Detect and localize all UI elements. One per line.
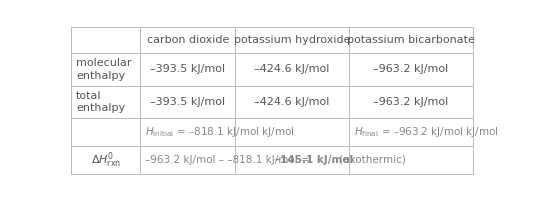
Text: molecular
enthalpy: molecular enthalpy xyxy=(76,58,131,81)
Bar xyxy=(140,86,235,118)
Text: $H_{\rm initial}$ = –818.1 kJ/mol kJ/mol: $H_{\rm initial}$ = –818.1 kJ/mol kJ/mol xyxy=(146,125,295,139)
Bar xyxy=(71,53,140,86)
Bar xyxy=(348,86,473,118)
Text: –424.6 kJ/mol: –424.6 kJ/mol xyxy=(254,97,329,107)
Text: potassium bicarbonate: potassium bicarbonate xyxy=(347,35,474,45)
Text: carbon dioxide: carbon dioxide xyxy=(147,35,229,45)
Bar xyxy=(140,53,235,86)
Bar xyxy=(235,86,348,118)
Bar xyxy=(348,146,473,174)
Text: $\Delta H^0_{\rm rxn}$: $\Delta H^0_{\rm rxn}$ xyxy=(90,150,121,170)
Bar xyxy=(71,27,140,53)
Text: potassium hydroxide: potassium hydroxide xyxy=(234,35,350,45)
Bar xyxy=(235,53,348,86)
Bar xyxy=(348,27,473,53)
Bar xyxy=(235,146,348,174)
Text: total
enthalpy: total enthalpy xyxy=(76,91,125,113)
Bar xyxy=(140,27,235,53)
Text: –393.5 kJ/mol: –393.5 kJ/mol xyxy=(150,64,226,74)
Text: –963.2 kJ/mol: –963.2 kJ/mol xyxy=(373,64,448,74)
Bar xyxy=(140,146,235,174)
Bar xyxy=(71,118,140,146)
Text: (exothermic): (exothermic) xyxy=(336,155,406,165)
Text: –145.1 kJ/mol: –145.1 kJ/mol xyxy=(275,155,354,165)
Text: –424.6 kJ/mol: –424.6 kJ/mol xyxy=(254,64,329,74)
Text: –393.5 kJ/mol: –393.5 kJ/mol xyxy=(150,97,226,107)
Bar xyxy=(235,118,348,146)
Text: $H_{\rm final}$ = –963.2 kJ/mol kJ/mol: $H_{\rm final}$ = –963.2 kJ/mol kJ/mol xyxy=(354,125,498,139)
Bar xyxy=(71,86,140,118)
Bar xyxy=(71,146,140,174)
Text: –963.2 kJ/mol – –818.1 kJ/mol =: –963.2 kJ/mol – –818.1 kJ/mol = xyxy=(146,155,313,165)
Bar xyxy=(140,118,235,146)
Text: –963.2 kJ/mol: –963.2 kJ/mol xyxy=(373,97,448,107)
Bar xyxy=(348,53,473,86)
Bar xyxy=(235,27,348,53)
Bar xyxy=(348,118,473,146)
